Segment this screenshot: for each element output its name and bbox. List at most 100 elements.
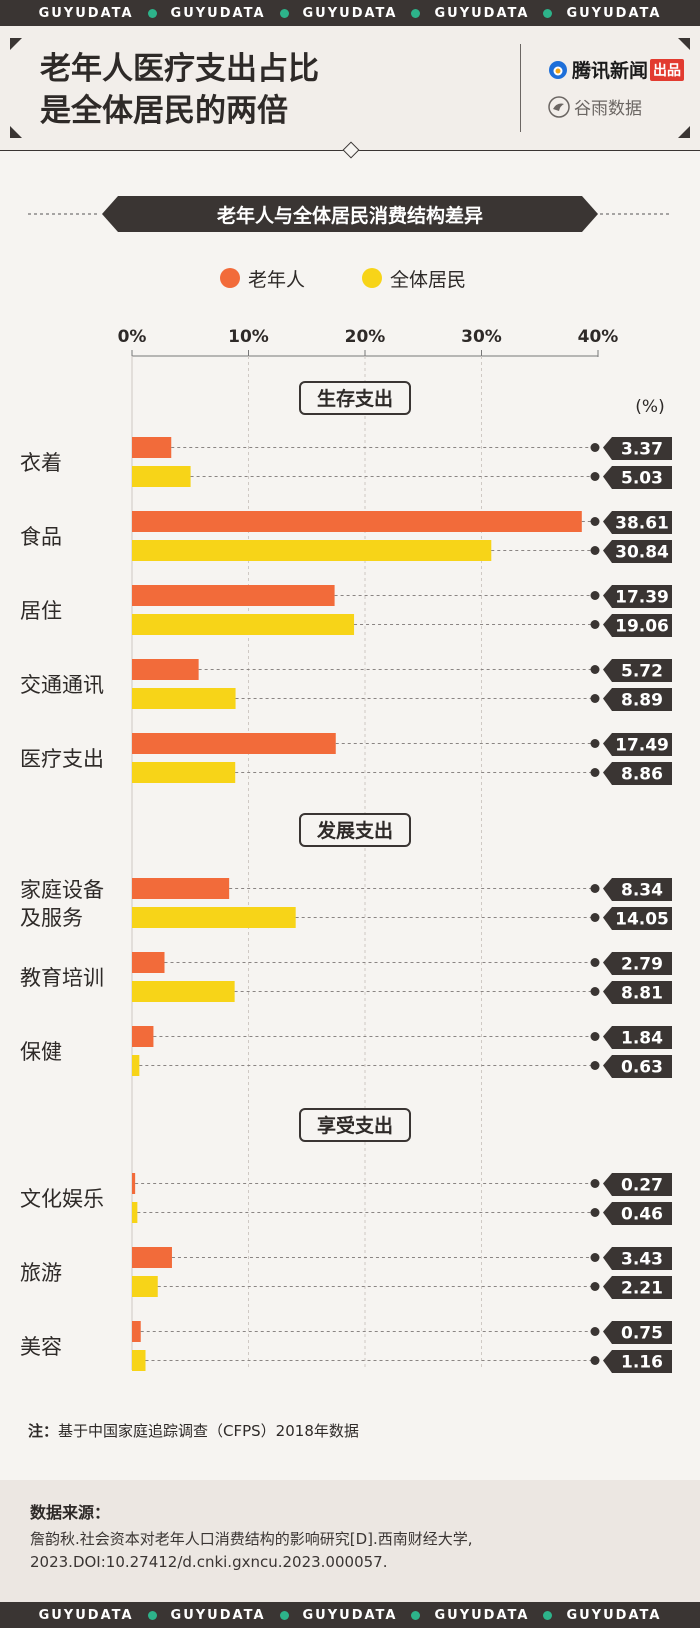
value-label-elderly: 5.72 (621, 662, 663, 682)
bar-elderly (132, 585, 335, 606)
footnote-text: 基于中国家庭追踪调查（CFPS）2018年数据 (58, 1422, 359, 1440)
bar-elderly (132, 878, 230, 899)
bar-all (132, 614, 355, 635)
category-label: 食品 (20, 525, 62, 549)
guyu-data-name: 谷雨数据 (574, 99, 642, 119)
bar-elderly (132, 1173, 136, 1194)
leader-dot (590, 987, 600, 996)
tencent-news-name: 腾讯新闻 (572, 60, 649, 82)
strip-word: GUYUDATA (170, 5, 266, 21)
value-label-elderly: 8.34 (621, 881, 663, 901)
page-title: 老年人医疗支出占比 是全体居民的两倍 (40, 48, 319, 132)
leader-dot (590, 1253, 600, 1262)
value-label-all: 0.46 (621, 1205, 663, 1225)
leader-dot (590, 1282, 600, 1291)
value-tag (603, 1026, 672, 1049)
value-label-all: 1.16 (621, 1353, 663, 1373)
leader-dot (590, 884, 600, 893)
leader-dot (590, 739, 600, 748)
leader-dot (590, 546, 600, 555)
bar-all (132, 981, 235, 1002)
category-label: 美容 (20, 1335, 62, 1359)
value-tag (603, 585, 672, 608)
value-label-all: 14.05 (615, 910, 669, 930)
strip-dot-icon (279, 1610, 289, 1620)
category-label: 文化娱乐 (20, 1187, 104, 1211)
leader-dot (590, 620, 600, 629)
leader-dot (590, 472, 600, 481)
legend-marker-all (362, 268, 382, 288)
value-tag (603, 762, 672, 785)
leader-dot (590, 443, 600, 452)
bar-all (132, 762, 236, 783)
leader-dot (590, 958, 600, 967)
header-divider (520, 44, 521, 132)
bar-all (132, 1276, 158, 1297)
leader-dot (590, 1032, 600, 1041)
value-tag (603, 437, 672, 460)
leader-dot (590, 1179, 600, 1188)
leader-dot (590, 1356, 600, 1365)
header-corner-marks (10, 38, 690, 138)
value-label-all: 8.89 (621, 691, 663, 711)
value-label-all: 5.03 (621, 469, 663, 489)
strip-dot-icon (147, 1610, 157, 1620)
group-header-label: 生存支出 (317, 387, 393, 410)
top-brand-strip: GUYUDATA GUYUDATA GUYUDATA GUYUDATA GUYUDATA (0, 0, 700, 26)
strip-word: GUYUDATA (566, 5, 662, 21)
category-label: 衣着 (20, 451, 62, 475)
strip-dot-icon (543, 8, 553, 18)
value-label-elderly: 3.37 (621, 440, 663, 460)
guyu-bird-icon (548, 95, 570, 118)
bar-all (132, 540, 492, 561)
leader-dot (590, 517, 600, 526)
value-label-all: 2.21 (621, 1279, 663, 1299)
strip-word: GUYUDATA (170, 1607, 266, 1623)
value-tag (603, 511, 672, 534)
group-header-box (299, 1108, 411, 1142)
header: 老年人医疗支出占比 是全体居民的两倍 腾讯新闻 出品 谷雨数据 (0, 26, 700, 150)
category-label: 保健 (20, 1040, 62, 1064)
source-box (0, 1480, 700, 1602)
leader-dot (590, 665, 600, 674)
value-tag (603, 614, 672, 637)
bar-elderly (132, 437, 172, 458)
x-tick-label: 40% (578, 327, 619, 347)
strip-dot-icon (411, 8, 421, 18)
tencent-news-logo: 腾讯新闻 出品 (548, 56, 685, 83)
category-label: 交通通讯 (20, 673, 104, 697)
leader-dot (590, 913, 600, 922)
x-tick-label: 30% (461, 327, 502, 347)
leader-dot (590, 768, 600, 777)
value-label-elderly: 17.49 (615, 736, 669, 756)
value-tag (603, 540, 672, 563)
strip-word: GUYUDATA (434, 5, 530, 21)
title-line-1: 老年人医疗支出占比 (40, 51, 319, 87)
strip-word: GUYUDATA (566, 1607, 662, 1623)
value-tag (603, 952, 672, 975)
bar-elderly (132, 659, 199, 680)
x-tick-label: 20% (345, 327, 386, 347)
source-line-2: 2023.DOI:10.27412/d.cnki.gxncu.2023.0000… (30, 1553, 388, 1571)
strip-dot-icon (411, 1610, 421, 1620)
footnote: 注：基于中国家庭追踪调查（CFPS）2018年数据 (28, 1420, 359, 1441)
value-tag (603, 907, 672, 930)
value-label-elderly: 0.75 (621, 1324, 663, 1344)
source-title: 数据来源： (30, 1503, 111, 1522)
strip-dot-icon (279, 8, 289, 18)
bar-all (132, 1055, 140, 1076)
bar-elderly (132, 1026, 154, 1047)
category-label: 家庭设备 (20, 878, 104, 902)
bar-all (132, 1350, 146, 1371)
x-tick-label: 10% (228, 327, 269, 347)
category-label: 教育培训 (20, 966, 104, 990)
x-tick-label: 0% (118, 327, 147, 347)
source-line-1: 詹韵秋.社会资本对老年人口消费结构的影响研究[D].西南财经大学, (30, 1530, 473, 1548)
strip-word: GUYUDATA (434, 1607, 530, 1623)
bar-elderly (132, 733, 336, 754)
footnote-label: 注： (28, 1422, 59, 1440)
title-line-2: 是全体居民的两倍 (40, 93, 288, 129)
bar-elderly (132, 952, 165, 973)
value-tag (603, 1350, 672, 1373)
